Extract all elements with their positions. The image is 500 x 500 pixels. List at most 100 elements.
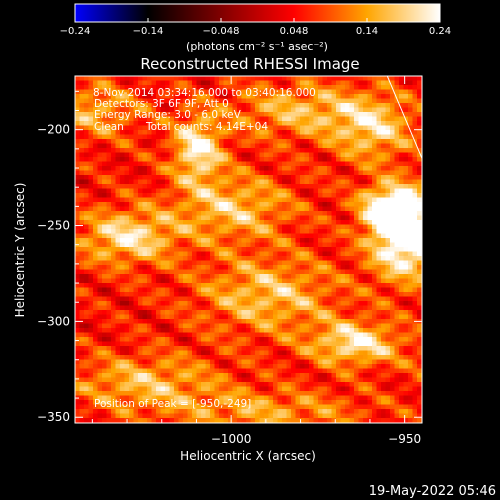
heatmap-cell: [291, 350, 297, 356]
heatmap-cell: [376, 238, 382, 244]
heatmap-cell: [340, 125, 346, 131]
heatmap-cell: [295, 121, 301, 127]
heatmap-cell: [219, 341, 225, 347]
heatmap-cell: [223, 292, 229, 298]
heatmap-cell: [376, 251, 382, 257]
heatmap-cell: [336, 125, 342, 131]
heatmap-cell: [79, 229, 85, 235]
heatmap-cell: [309, 215, 315, 221]
heatmap-cell: [237, 233, 243, 239]
heatmap-cell: [331, 274, 337, 280]
heatmap-cell: [138, 85, 144, 91]
heatmap-cell: [102, 256, 108, 262]
heatmap-cell: [331, 256, 337, 262]
heatmap-cell: [250, 85, 256, 91]
heatmap-cell: [160, 152, 166, 158]
heatmap-cell: [394, 152, 400, 158]
heatmap-cell: [201, 251, 207, 257]
heatmap-cell: [412, 305, 418, 311]
heatmap-cell: [151, 116, 157, 122]
heatmap-cell: [385, 85, 391, 91]
heatmap-cell: [367, 179, 373, 185]
heatmap-cell: [232, 251, 238, 257]
heatmap-cell: [259, 121, 265, 127]
heatmap-cell: [286, 125, 292, 131]
heatmap-cell: [187, 170, 193, 176]
heatmap-cell: [264, 112, 270, 118]
heatmap-cell: [93, 184, 99, 190]
heatmap-cell: [318, 206, 324, 212]
heatmap-cell: [196, 157, 202, 163]
heatmap-cell: [120, 337, 126, 343]
heatmap-cell: [403, 256, 409, 262]
heatmap-cell: [354, 229, 360, 235]
heatmap-cell: [93, 301, 99, 307]
heatmap-cell: [196, 94, 202, 100]
heatmap-cell: [156, 332, 162, 338]
heatmap-cell: [336, 341, 342, 347]
heatmap-cell: [255, 265, 261, 271]
heatmap-cell: [336, 215, 342, 221]
heatmap-cell: [376, 332, 382, 338]
heatmap-cell: [228, 202, 234, 208]
heatmap-cell: [88, 224, 94, 230]
heatmap-cell: [178, 260, 184, 266]
heatmap-cell: [318, 301, 324, 307]
heatmap-cell: [349, 274, 355, 280]
heatmap-cell: [79, 305, 85, 311]
heatmap-cell: [174, 107, 180, 113]
heatmap-cell: [97, 292, 103, 298]
heatmap-cell: [291, 224, 297, 230]
heatmap-cell: [264, 143, 270, 149]
heatmap-cell: [327, 143, 333, 149]
heatmap-cell: [264, 202, 270, 208]
heatmap-cell: [97, 301, 103, 307]
heatmap-cell: [196, 107, 202, 113]
heatmap-cell: [138, 184, 144, 190]
heatmap-cell: [88, 229, 94, 235]
heatmap-cell: [277, 85, 283, 91]
heatmap-cell: [286, 94, 292, 100]
heatmap-cell: [178, 278, 184, 284]
heatmap-cell: [309, 310, 315, 316]
heatmap-cell: [223, 310, 229, 316]
heatmap-cell: [115, 265, 121, 271]
heatmap-cell: [210, 247, 216, 253]
heatmap-cell: [93, 287, 99, 293]
heatmap-cell: [372, 166, 378, 172]
heatmap-cell: [106, 310, 112, 316]
heatmap-cell: [367, 152, 373, 158]
heatmap-cell: [340, 242, 346, 248]
heatmap-cell: [156, 251, 162, 257]
heatmap-cell: [115, 332, 121, 338]
heatmap-cell: [133, 251, 139, 257]
heatmap-cell: [345, 233, 351, 239]
heatmap-cell: [282, 112, 288, 118]
heatmap-cell: [295, 278, 301, 284]
heatmap-cell: [390, 148, 396, 154]
heatmap-cell: [394, 143, 400, 149]
heatmap-cell: [345, 301, 351, 307]
heatmap-cell: [277, 287, 283, 293]
heatmap-cell: [399, 283, 405, 289]
heatmap-cell: [237, 265, 243, 271]
heatmap-cell: [210, 202, 216, 208]
heatmap-cell: [390, 121, 396, 127]
heatmap-cell: [241, 94, 247, 100]
heatmap-cell: [358, 337, 364, 343]
heatmap-cell: [174, 247, 180, 253]
heatmap-cell: [300, 202, 306, 208]
heatmap-cell: [120, 175, 126, 181]
heatmap-cell: [156, 314, 162, 320]
heatmap-cell: [169, 125, 175, 131]
heatmap-cell: [201, 319, 207, 325]
heatmap-cell: [336, 103, 342, 109]
heatmap-cell: [403, 247, 409, 253]
heatmap-cell: [169, 170, 175, 176]
heatmap-cell: [358, 166, 364, 172]
heatmap-cell: [187, 251, 193, 257]
heatmap-cell: [79, 278, 85, 284]
heatmap-cell: [219, 350, 225, 356]
heatmap-cell: [142, 184, 148, 190]
heatmap-cell: [367, 103, 373, 109]
